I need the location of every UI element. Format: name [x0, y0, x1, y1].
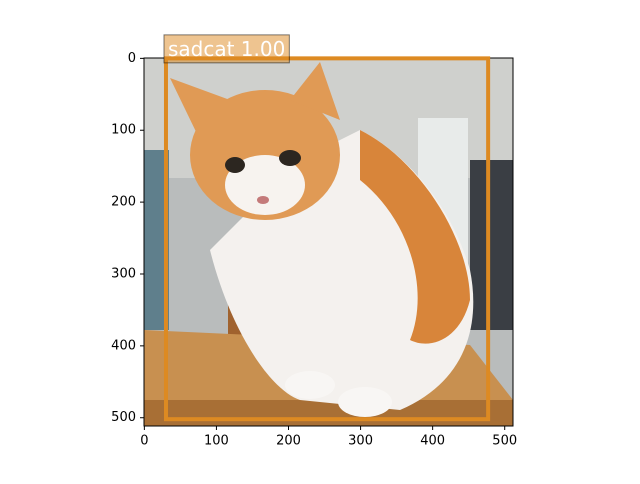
- bounding-box: [163, 56, 491, 422]
- x-tick-label: 500: [492, 434, 517, 449]
- x-tick-label: 200: [276, 434, 301, 449]
- x-tick-label: 0: [140, 434, 148, 449]
- y-tick-label: 500: [111, 410, 136, 425]
- y-tick-label: 0: [128, 51, 136, 66]
- x-tick-label: 300: [348, 434, 373, 449]
- box-label-bg: [163, 34, 290, 64]
- y-tick-label: 200: [111, 195, 136, 210]
- y-tick-label: 100: [111, 123, 136, 138]
- x-tick-label: 400: [420, 434, 445, 449]
- box-label: sadcat 1.00: [168, 37, 285, 61]
- photo: [144, 58, 513, 426]
- y-tick-label: 400: [111, 338, 136, 353]
- x-tick-label: 100: [204, 434, 229, 449]
- y-tick-label: 300: [111, 266, 136, 281]
